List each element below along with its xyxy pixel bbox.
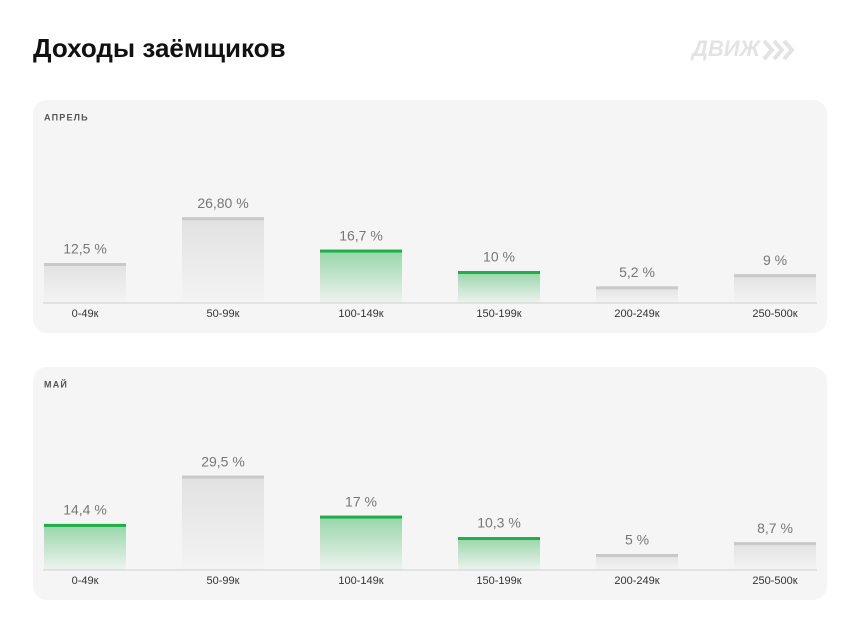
bar-top-line <box>734 542 816 546</box>
value-label: 8,7 % <box>757 520 793 536</box>
x-tick-label: 150-199к <box>476 308 521 320</box>
bar-top-line <box>458 271 540 274</box>
bar-top-line <box>320 249 402 253</box>
bar <box>596 286 678 303</box>
x-tick-label: 50-99к <box>207 575 240 587</box>
x-tick-label: 0-49к <box>72 308 99 320</box>
chart-title: АПРЕЛЬ <box>44 112 89 122</box>
x-tick-label: 150-199к <box>476 575 521 587</box>
chart-title: МАЙ <box>44 378 68 389</box>
value-label: 29,5 % <box>201 453 245 469</box>
bar-top-line <box>734 274 816 278</box>
panel <box>33 367 827 600</box>
value-label: 12,5 % <box>63 241 107 257</box>
bar <box>182 475 264 570</box>
bar <box>320 249 402 303</box>
brand: ДВИЖ <box>690 36 762 61</box>
bar <box>320 515 402 570</box>
bar-top-line <box>320 515 402 519</box>
page-title: Доходы заёмщиков <box>33 33 286 63</box>
bar-top-line <box>458 537 540 541</box>
value-label: 10,3 % <box>477 515 521 531</box>
x-tick-label: 100-149к <box>338 308 383 320</box>
x-tick-label: 0-49к <box>72 575 99 587</box>
bar-top-line <box>182 217 264 221</box>
value-label: 9 % <box>763 252 787 268</box>
value-label: 10 % <box>483 249 515 265</box>
bar-top-line <box>596 554 678 557</box>
x-tick-label: 100-149к <box>338 575 383 587</box>
x-tick-label: 250-500к <box>752 575 797 587</box>
x-tick-label: 200-249к <box>614 575 659 587</box>
value-label: 5,2 % <box>619 264 655 280</box>
bar <box>44 523 126 570</box>
panel <box>33 100 827 333</box>
bar-top-line <box>596 286 678 290</box>
value-label: 14,4 % <box>63 502 107 518</box>
bar <box>458 271 540 303</box>
bar <box>734 542 816 570</box>
bar-top-line <box>44 263 126 266</box>
bar-top-line <box>182 475 264 479</box>
bar <box>596 554 678 570</box>
bar <box>458 537 540 570</box>
bar <box>734 274 816 303</box>
bar <box>44 263 126 303</box>
x-tick-label: 200-249к <box>614 308 659 320</box>
x-tick-label: 250-500к <box>752 308 797 320</box>
bar <box>182 217 264 303</box>
brand-chevrons <box>762 39 795 61</box>
value-label: 26,80 % <box>197 195 248 211</box>
value-label: 5 % <box>625 532 649 548</box>
value-label: 16,7 % <box>339 227 383 243</box>
bar-top-line <box>44 523 126 527</box>
x-tick-label: 50-99к <box>207 308 240 320</box>
value-label: 17 % <box>345 493 377 509</box>
